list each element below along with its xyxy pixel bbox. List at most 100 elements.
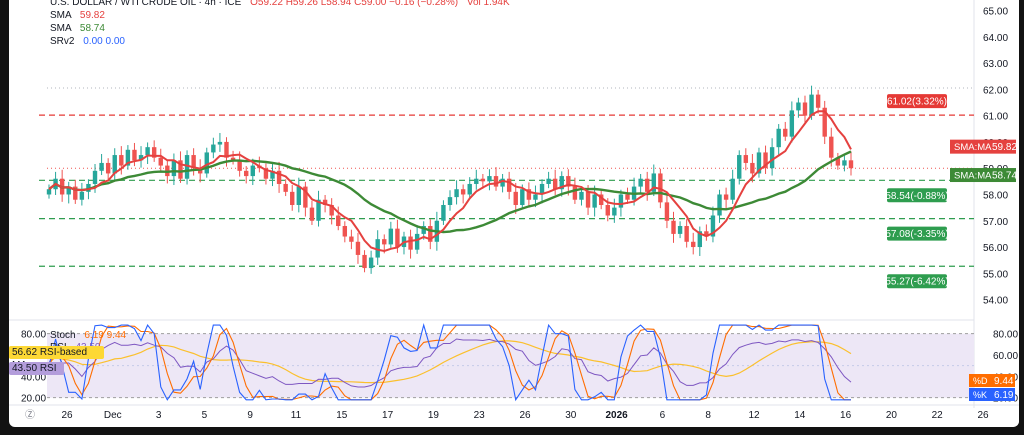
sma-fast-value: 59.82: [79, 10, 105, 21]
time-label: 9: [247, 410, 253, 421]
time-label: 26: [519, 410, 531, 421]
time-label: 11: [291, 410, 302, 421]
candle-body: [677, 226, 683, 234]
time-label: 3: [156, 410, 162, 421]
stoch-name: Stoch: [50, 330, 76, 341]
candle-body: [651, 173, 656, 192]
candle-body: [119, 155, 124, 166]
candle-body: [329, 204, 334, 216]
time-label: 15: [336, 410, 348, 421]
support-level-label: 57.08(-3.35%): [885, 226, 949, 241]
candle-body: [408, 236, 413, 250]
candle-body: [769, 147, 775, 169]
stoch-legend[interactable]: Stoch 6.19 9.44: [50, 329, 126, 342]
candle-body: [270, 170, 275, 179]
candle-body: [250, 165, 255, 177]
candle-body: [796, 102, 801, 111]
rsi-line: [48, 338, 852, 388]
price-tick-label: 54.00: [983, 296, 1008, 307]
time-label: 22: [932, 410, 944, 421]
time-label: 8: [705, 410, 711, 421]
candle-body: [704, 231, 709, 237]
price-tick-label: 62.00: [983, 85, 1008, 96]
price-scale: [974, 0, 1019, 427]
stoch-k-line: [48, 323, 851, 402]
sma-fast-legend[interactable]: SMA 59.82: [50, 9, 105, 22]
sma-badge-label: SMA:MA: [954, 142, 992, 153]
stoch-values: 6.19 9.44: [84, 330, 127, 341]
candle-body: [487, 176, 492, 182]
candle-body: [645, 178, 650, 192]
time-label: 30: [565, 410, 577, 421]
price-tick-label: 61.00: [983, 112, 1008, 123]
candle-body: [112, 155, 117, 174]
candle-body: [467, 183, 472, 195]
candle-body: [414, 233, 420, 250]
level-label-box: [887, 94, 947, 109]
candle-body: [480, 178, 486, 182]
sma-slow-name: SMA: [50, 23, 72, 34]
candle-body: [743, 155, 749, 163]
rsi-ma-line: [48, 340, 852, 384]
candle-body: [342, 226, 348, 237]
candle-body: [66, 186, 71, 195]
ohlc-values: O59.22 H59.26 L58.94 C59.00 −0.16 (−0.28…: [250, 0, 459, 8]
time-label: 17: [382, 410, 394, 421]
candle-body: [395, 228, 400, 248]
k-badge: [969, 388, 1015, 401]
candle-body: [79, 191, 85, 200]
price-tick-label: 57.00: [983, 217, 1008, 228]
osc-left-tick-label: 20.00: [21, 394, 46, 405]
candle-body: [230, 157, 236, 161]
time-label: 26: [977, 410, 989, 421]
candle-body: [585, 191, 591, 208]
candle-body: [763, 152, 768, 169]
level-label-text: 61.02(3.32%): [887, 97, 947, 108]
price-tick-label: 65.00: [983, 7, 1008, 18]
candle-body: [552, 178, 558, 190]
price-chart[interactable]: 65.0064.0063.0062.0061.0060.0059.0058.00…: [9, 0, 1019, 427]
osc-badge-label: %K: [973, 390, 987, 400]
candle-body: [362, 254, 367, 269]
candle-body: [151, 147, 157, 158]
time-label: 6: [660, 410, 666, 421]
candle-body: [355, 241, 361, 255]
candle-body: [388, 228, 394, 245]
candle-body: [86, 183, 91, 192]
rsi-badge-value: 43.50: [12, 363, 38, 374]
candle-body: [625, 194, 630, 200]
candle-body: [296, 186, 302, 205]
candle-body: [92, 170, 98, 184]
candle-body: [375, 239, 380, 258]
timezone-icon: Ⓩ: [25, 409, 35, 421]
time-label: 19: [428, 410, 440, 421]
candle-body: [493, 176, 499, 187]
candle-body: [191, 155, 196, 169]
sma-slow-line: [48, 150, 852, 234]
sma-slow-legend[interactable]: SMA 58.74: [50, 22, 105, 35]
candle-body: [737, 155, 742, 179]
sma-badge-value: 59.82: [992, 142, 1017, 153]
candle-body: [217, 141, 223, 145]
time-label: 12: [748, 410, 760, 421]
srv2-legend[interactable]: SRv2 0.00 0.00: [50, 35, 125, 48]
level-label-text: 58.54(-0.88%): [885, 191, 948, 202]
candle-body: [592, 194, 597, 208]
candle-body: [579, 191, 584, 200]
support-level-label: 58.54(-0.88%): [885, 188, 949, 203]
price-tick-label: 58.00: [983, 190, 1008, 201]
candle-body: [204, 152, 209, 174]
sma-badge-label: SMA:MA: [954, 171, 992, 182]
sma-fast-line: [48, 110, 852, 253]
candle-body: [441, 204, 446, 221]
time-label: 16: [840, 410, 852, 421]
candle-body: [138, 155, 144, 161]
osc-tick-label: 60.00: [993, 351, 1018, 362]
candle-body: [520, 189, 525, 205]
time-label: 5: [202, 410, 208, 421]
candle-body: [244, 170, 249, 177]
candle-body: [276, 170, 282, 184]
osc-left-tick-label: 40.00: [21, 372, 46, 383]
candle-body: [178, 160, 183, 179]
chart-frame: 65.0064.0063.0062.0061.0060.0059.0058.00…: [9, 0, 1019, 427]
